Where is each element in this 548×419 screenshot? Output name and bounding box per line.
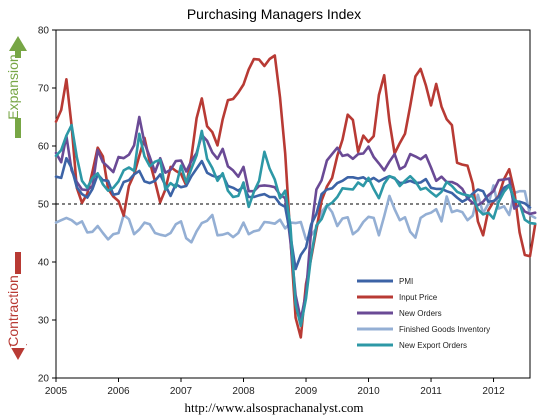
contraction-label-backing [11,274,26,348]
legend-label: New Orders [399,309,442,318]
contraction-label: Contraction [5,275,21,347]
expansion-label: Expansion [5,54,21,119]
legend: PMI Input Price New Orders Finished Goods I… [357,277,490,350]
x-tick-label: 2008 [232,386,255,397]
chart-title: Purchasing Managers Index [187,6,361,22]
y-tick-label: 20 [38,374,50,385]
x-tick-label: 2011 [420,386,442,397]
series-line-new-export-orders [54,123,537,328]
x-tick-label: 2007 [170,386,193,397]
series-lines [54,54,537,339]
y-tick-label: 60 [38,142,50,153]
series-line-finished-goods-inventory [54,184,537,244]
footer-url: http://www.alsosprachanalyst.com [185,400,364,415]
side-labels: Expansion Contraction [5,36,27,360]
x-axis: 2005 2006 2007 2008 2009 2010 2011 2012 [45,378,505,397]
y-tick-label: 80 [38,26,50,37]
legend-label: PMI [399,277,413,286]
legend-label: Finished Goods Inventory [399,325,490,334]
x-tick-label: 2009 [295,386,318,397]
y-tick-label: 50 [38,200,50,211]
legend-label: New Export Orders [399,341,467,350]
y-axis: 20 30 40 50 60 70 80 [38,26,56,385]
y-tick-label: 70 [38,84,50,95]
x-tick-label: 2010 [357,386,380,397]
x-tick-label: 2006 [107,386,130,397]
x-tick-label: 2012 [482,386,505,397]
expansion-label-backing [11,58,26,118]
x-tick-label: 2005 [45,386,68,397]
legend-label: Input Price [399,293,438,302]
series-line-input-price [54,54,537,339]
y-tick-label: 40 [38,258,50,269]
y-tick-label: 30 [38,316,50,327]
